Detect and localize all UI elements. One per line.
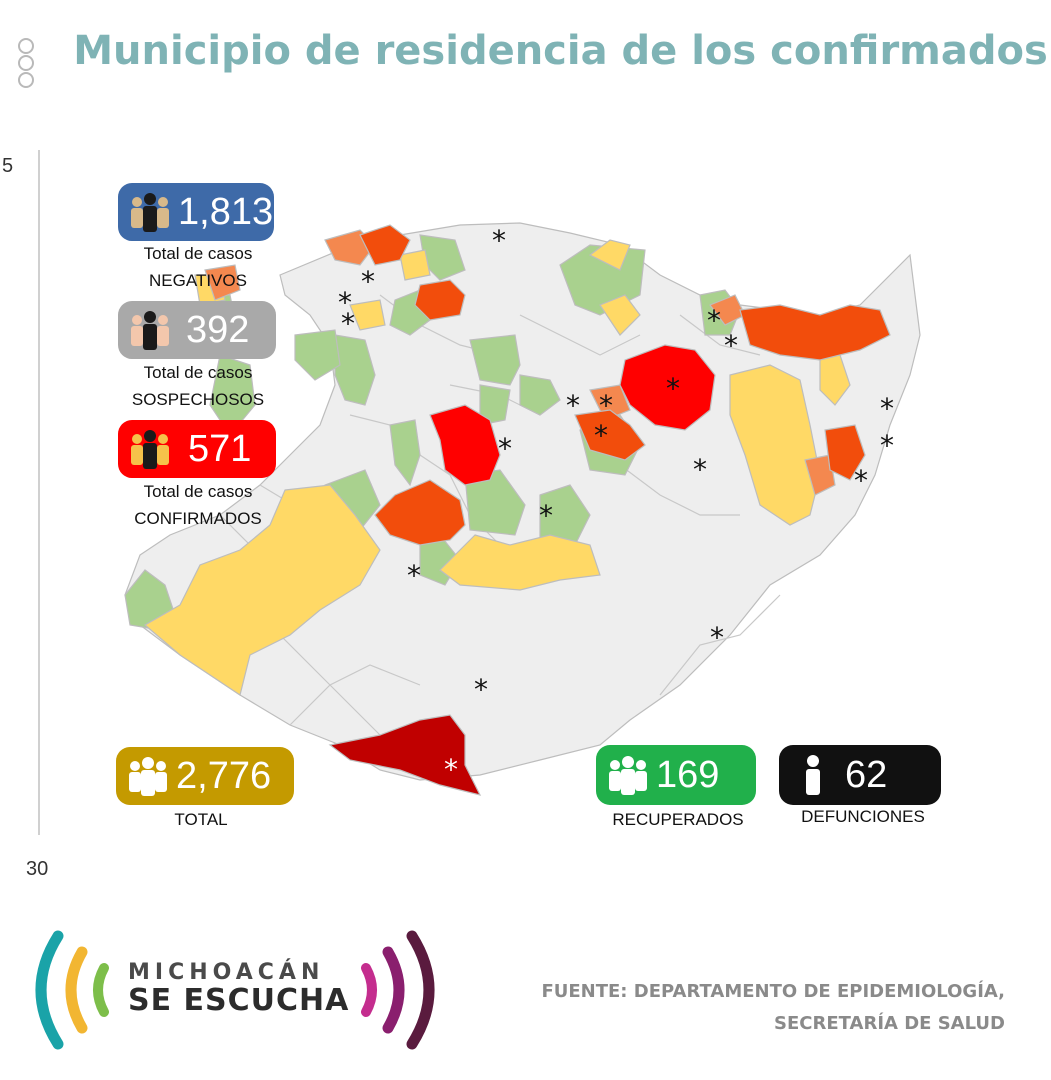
logo-line1: MICHOACÁN xyxy=(128,960,325,985)
map-marker: * xyxy=(341,307,355,340)
recuperados-badge: 169 xyxy=(596,745,756,805)
negativos-caption-line2: NEGATIVOS xyxy=(149,271,247,290)
source-note: FUENTE: DEPARTAMENTO DE EPIDEMIOLOGÍA, S… xyxy=(541,976,1005,1040)
confirmados-caption: Total de casos CONFIRMADOS xyxy=(118,478,278,532)
defunciones-badge: 62 xyxy=(779,745,941,805)
logo-text: MICHOACÁN SE ESCUCHA xyxy=(128,960,349,1018)
map-marker: * xyxy=(854,464,868,497)
confirmados-badge: 571 xyxy=(118,420,276,478)
logo-line2: SE ESCUCHA xyxy=(128,983,350,1018)
negativos-value: 1,813 xyxy=(178,191,274,233)
sospechosos-badge: 392 xyxy=(118,301,276,359)
map-marker: * xyxy=(492,224,506,257)
source-line1: FUENTE: DEPARTAMENTO DE EPIDEMIOLOGÍA, xyxy=(541,981,1005,1002)
margin-label-top: 5 xyxy=(2,155,14,177)
map-marker: * xyxy=(498,432,512,465)
sospechosos-value: 392 xyxy=(186,309,250,351)
sospechosos-caption: Total de casos SOSPECHOSOS xyxy=(118,359,278,413)
map-marker: * xyxy=(880,392,894,425)
recuperados-value: 169 xyxy=(656,754,720,796)
margin-label-bottom: 30 xyxy=(26,858,49,880)
people-group-icon xyxy=(128,429,172,469)
map-marker: * xyxy=(361,265,375,298)
map-marker: * xyxy=(666,372,680,405)
negativos-caption-line1: Total de casos xyxy=(143,244,253,263)
map-marker: * xyxy=(539,499,553,532)
sospechosos-caption-line2: SOSPECHOSOS xyxy=(131,390,265,409)
negativos-caption: Total de casos NEGATIVOS xyxy=(118,240,278,294)
map-marker: * xyxy=(710,621,724,654)
confirmados-caption-line1: Total de casos xyxy=(143,482,253,501)
menu-dots-icon xyxy=(18,38,34,89)
page-title: Municipio de residencia de los confirmad… xyxy=(73,28,1048,74)
map-marker: * xyxy=(338,286,352,319)
people-group-icon xyxy=(126,756,170,796)
map-marker: * xyxy=(880,429,894,462)
defunciones-value: 62 xyxy=(845,754,888,796)
confirmados-value: 571 xyxy=(188,428,252,470)
margin-line xyxy=(38,150,40,835)
source-line2: SECRETARÍA DE SALUD xyxy=(774,1013,1005,1034)
michoacan-map: * * * * * * * * * * * * * * * * * * * * xyxy=(124,222,921,796)
people-group-icon xyxy=(128,310,172,350)
map-marker: * xyxy=(566,389,580,422)
map-marker: * xyxy=(707,304,721,337)
map-marker: * xyxy=(594,419,608,452)
map-marker: * xyxy=(693,453,707,486)
sospechosos-caption-line1: Total de casos xyxy=(143,363,253,382)
total-caption: TOTAL xyxy=(174,810,228,829)
defunciones-caption: DEFUNCIONES xyxy=(801,807,925,826)
negativos-badge: 1,813 xyxy=(118,183,274,241)
recuperados-caption: RECUPERADOS xyxy=(612,810,744,829)
map-marker: * xyxy=(444,753,458,786)
map-coast-dark-red xyxy=(328,714,482,796)
total-badge: 2,776 xyxy=(116,747,294,805)
confirmados-caption-line2: CONFIRMADOS xyxy=(134,509,262,528)
total-value: 2,776 xyxy=(176,755,272,797)
map-marker: * xyxy=(724,329,738,362)
map-marker: * xyxy=(599,389,613,422)
people-group-icon xyxy=(606,755,650,795)
people-group-icon xyxy=(128,192,172,232)
person-icon xyxy=(803,755,823,795)
map-marker: * xyxy=(407,559,421,592)
michoacan-se-escucha-logo xyxy=(35,930,435,1050)
map-marker: * xyxy=(474,673,488,706)
